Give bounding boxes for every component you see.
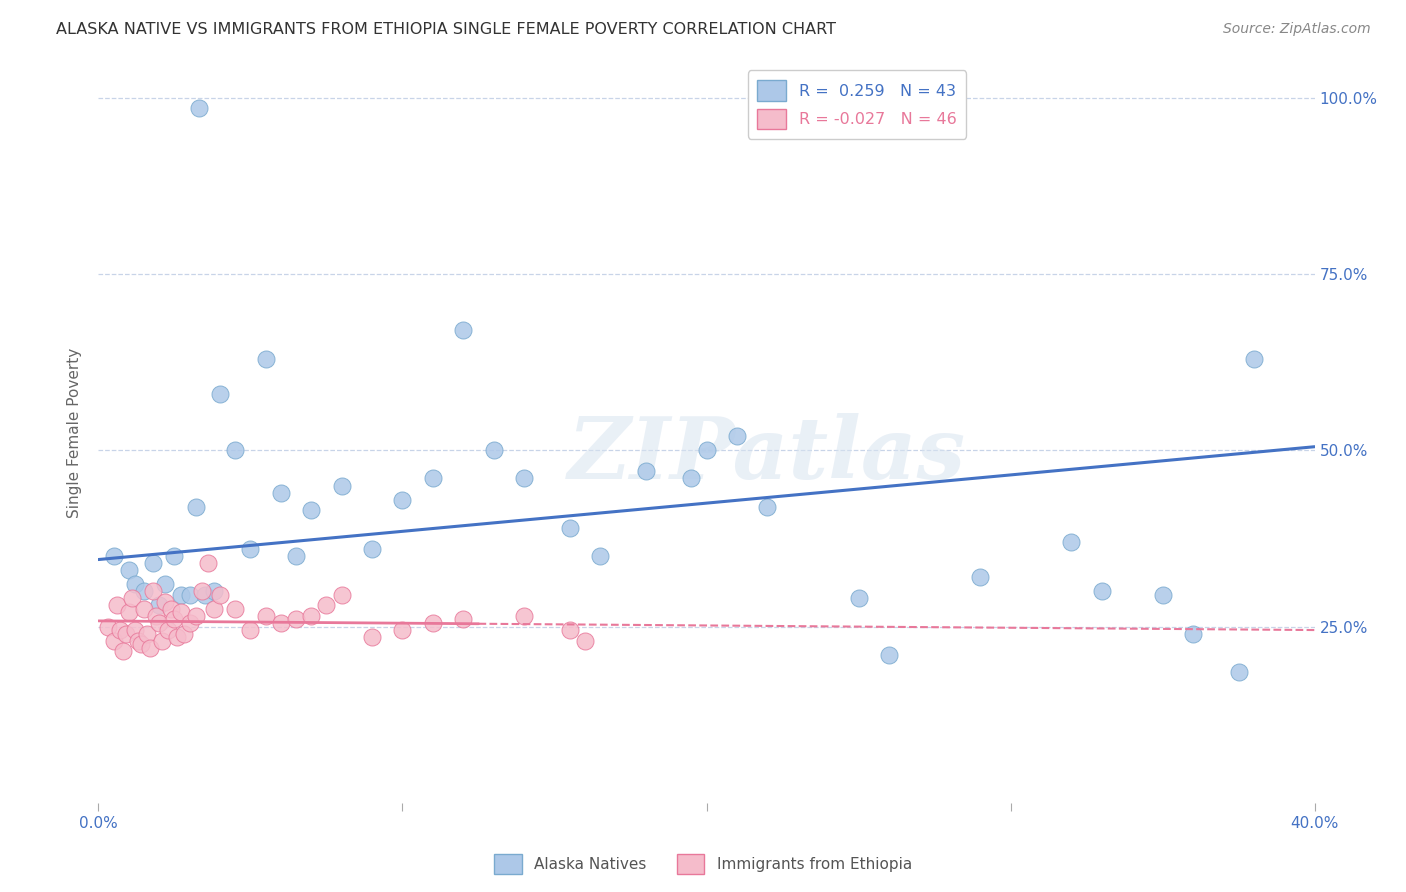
Point xyxy=(173,626,195,640)
Point xyxy=(148,599,170,613)
Text: ZIPatlas: ZIPatlas xyxy=(568,413,966,497)
Point xyxy=(148,615,170,630)
Point xyxy=(209,588,232,602)
Point xyxy=(239,623,262,637)
Point xyxy=(124,577,146,591)
Point xyxy=(969,570,991,584)
Point xyxy=(209,387,232,401)
Text: Source: ZipAtlas.com: Source: ZipAtlas.com xyxy=(1223,22,1371,37)
Point xyxy=(202,602,225,616)
Point xyxy=(163,612,186,626)
Point xyxy=(1243,351,1265,366)
Point xyxy=(184,500,207,514)
Point xyxy=(155,577,177,591)
Point xyxy=(239,541,262,556)
Point xyxy=(129,637,152,651)
Point xyxy=(139,640,162,655)
Point xyxy=(127,633,149,648)
Point xyxy=(124,623,146,637)
Point xyxy=(155,595,177,609)
Point xyxy=(299,609,322,624)
Point xyxy=(103,633,125,648)
Point xyxy=(169,588,191,602)
Point xyxy=(224,602,246,616)
Point xyxy=(330,588,353,602)
Point xyxy=(142,584,165,599)
Point xyxy=(574,633,596,648)
Point xyxy=(391,492,413,507)
Point xyxy=(681,471,703,485)
Point xyxy=(422,615,444,630)
Point xyxy=(391,623,413,637)
Text: ALASKA NATIVE VS IMMIGRANTS FROM ETHIOPIA SINGLE FEMALE POVERTY CORRELATION CHAR: ALASKA NATIVE VS IMMIGRANTS FROM ETHIOPI… xyxy=(56,22,837,37)
Point xyxy=(114,626,136,640)
Point xyxy=(1152,588,1174,602)
Point xyxy=(197,556,219,570)
Point xyxy=(118,563,141,577)
Point xyxy=(96,619,118,633)
Point xyxy=(118,606,141,620)
Point xyxy=(254,351,277,366)
Point xyxy=(1091,584,1114,599)
Point xyxy=(482,443,505,458)
Point xyxy=(169,606,191,620)
Point xyxy=(558,521,581,535)
Point xyxy=(254,609,277,624)
Point xyxy=(299,503,322,517)
Point xyxy=(848,591,870,606)
Point xyxy=(513,471,536,485)
Point xyxy=(1060,535,1083,549)
Point xyxy=(163,549,186,563)
Point xyxy=(121,591,143,606)
Point xyxy=(103,549,125,563)
Point xyxy=(330,478,353,492)
Point xyxy=(132,602,155,616)
Point xyxy=(224,443,246,458)
Point xyxy=(111,644,134,658)
Point xyxy=(1182,626,1205,640)
Point xyxy=(270,615,292,630)
Point xyxy=(145,609,167,624)
Point xyxy=(285,612,308,626)
Point xyxy=(696,443,718,458)
Point xyxy=(453,323,475,337)
Point xyxy=(634,464,657,478)
Point xyxy=(184,609,207,624)
Point xyxy=(136,626,159,640)
Point xyxy=(513,609,536,624)
Point xyxy=(202,584,225,599)
Point xyxy=(725,429,748,443)
Point xyxy=(270,485,292,500)
Point xyxy=(187,101,209,115)
Point xyxy=(179,615,201,630)
Point xyxy=(150,633,173,648)
Point xyxy=(157,623,180,637)
Point xyxy=(361,541,384,556)
Point xyxy=(194,588,217,602)
Point xyxy=(108,623,131,637)
Point xyxy=(422,471,444,485)
Point xyxy=(132,584,155,599)
Point xyxy=(179,588,201,602)
Point xyxy=(558,623,581,637)
Legend: Alaska Natives, Immigrants from Ethiopia: Alaska Natives, Immigrants from Ethiopia xyxy=(488,848,918,880)
Legend: R =  0.259   N = 43, R = -0.027   N = 46: R = 0.259 N = 43, R = -0.027 N = 46 xyxy=(748,70,966,138)
Point xyxy=(160,602,183,616)
Point xyxy=(1227,665,1250,680)
Point xyxy=(756,500,779,514)
Point xyxy=(877,648,900,662)
Point xyxy=(589,549,612,563)
Point xyxy=(285,549,308,563)
Point xyxy=(105,599,128,613)
Point xyxy=(166,630,188,644)
Point xyxy=(361,630,384,644)
Point xyxy=(191,584,214,599)
Y-axis label: Single Female Poverty: Single Female Poverty xyxy=(67,348,83,517)
Point xyxy=(142,556,165,570)
Point xyxy=(315,599,337,613)
Point xyxy=(453,612,475,626)
